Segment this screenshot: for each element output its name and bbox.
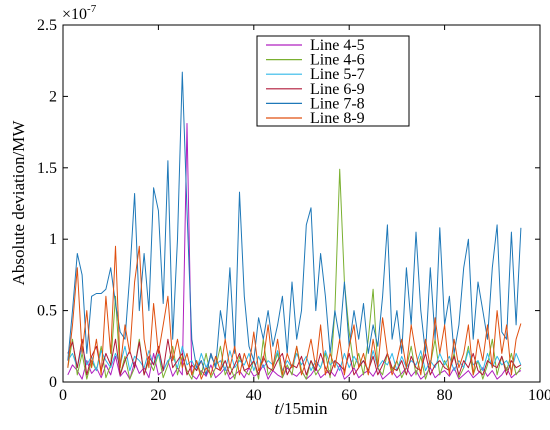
x-tick-label: 0 [59,387,67,404]
legend-label: Line 8-9 [310,110,365,127]
y-axis-label: Absolute deviation/MW [9,120,28,286]
y-multiplier-base: ×10 [62,6,87,23]
x-tick-label: 80 [437,387,453,404]
legend-label: Line 6-9 [310,81,365,98]
legend-label: Line 4-5 [310,37,365,54]
plot-area-frame [62,24,541,383]
legend-label: Line 4-6 [310,52,365,69]
y-tick-label: 0.5 [37,303,57,320]
ticks-layer: 0 20 40 60 80 100 0 0.5 1 1.5 2 2.5 [37,17,550,404]
legend-label: Line 7-8 [310,95,365,112]
y-tick-label: 0 [49,374,57,391]
x-axis-label-italic: t [275,399,281,418]
x-axis-label: t/15min [275,399,328,418]
x-tick-label: 60 [341,387,357,404]
y-multiplier-label: ×10-7 [62,3,97,23]
y-tick-label: 2 [49,88,57,105]
legend-label: Line 5-7 [310,66,365,83]
y-tick-label: 2.5 [37,17,57,34]
x-tick-label: 40 [246,387,262,404]
y-tick-label: 1 [49,231,57,248]
legend-box [256,35,410,127]
x-tick-label: 100 [528,387,550,404]
series-line-line-8-9 [67,245,522,380]
series-line-line-6-9 [67,338,522,376]
y-tick-label: 1.5 [37,160,57,177]
x-axis-label-unit: /15min [279,399,328,418]
series-line-line-7-8 [67,71,522,376]
y-multiplier-exponent: -7 [87,3,97,15]
series-layer [67,71,522,380]
x-tick-label: 20 [150,387,166,404]
